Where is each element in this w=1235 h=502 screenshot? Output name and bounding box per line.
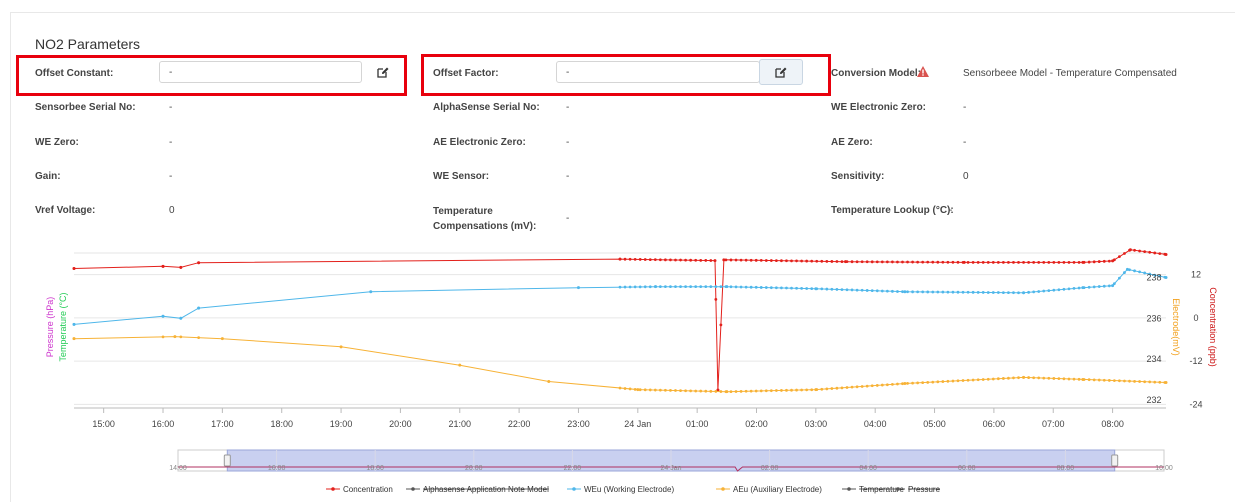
conversion-model-value: Sensorbeee Model - Temperature Compensat… xyxy=(963,68,1177,79)
ae-zero-value: - xyxy=(963,137,967,148)
temperature-lookup-value: - xyxy=(949,205,953,216)
highlight-offset-constant xyxy=(16,55,407,96)
alphasense-serial-value: - xyxy=(566,102,570,113)
sensorbee-serial-label: Sensorbee Serial No: xyxy=(35,102,136,113)
temperature-lookup-label: Temperature Lookup (°C): xyxy=(831,205,954,216)
offset-factor-label: Offset Factor: xyxy=(433,68,499,79)
no2-parameters-card xyxy=(10,12,1235,502)
sensitivity-value: 0 xyxy=(963,171,969,182)
offset-constant-input[interactable] xyxy=(159,61,362,83)
gain-label: Gain: xyxy=(35,171,61,182)
offset-constant-edit-button[interactable] xyxy=(372,61,394,83)
ae-electronic-zero-label: AE Electronic Zero: xyxy=(433,137,526,148)
we-electronic-zero-value: - xyxy=(963,102,967,113)
sensorbee-serial-value: - xyxy=(169,102,173,113)
ae-electronic-zero-value: - xyxy=(566,137,570,148)
temperature-compensations-label: Temperature Compensations (mV): xyxy=(433,206,537,232)
gain-value: - xyxy=(169,171,173,182)
offset-factor-input[interactable] xyxy=(556,61,760,83)
offset-constant-label: Offset Constant: xyxy=(35,68,114,79)
offset-factor-edit-button[interactable] xyxy=(759,59,803,85)
highlight-offset-factor xyxy=(421,54,831,96)
ae-zero-label: AE Zero: xyxy=(831,137,873,148)
conversion-model-label: Conversion Model: xyxy=(831,68,922,79)
panel-title: NO2 Parameters xyxy=(35,36,141,52)
sensitivity-label: Sensitivity: xyxy=(831,171,885,182)
edit-icon xyxy=(775,67,787,78)
we-zero-value: - xyxy=(169,137,173,148)
we-zero-label: WE Zero: xyxy=(35,137,79,148)
edit-icon xyxy=(377,67,389,78)
we-sensor-label: WE Sensor: xyxy=(433,171,490,182)
vref-voltage-value: 0 xyxy=(169,205,175,216)
vref-voltage-label: Vref Voltage: xyxy=(35,205,96,216)
warning-icon[interactable] xyxy=(917,66,929,77)
temperature-compensations-value: - xyxy=(566,213,570,224)
alphasense-serial-label: AlphaSense Serial No: xyxy=(433,102,540,113)
we-electronic-zero-label: WE Electronic Zero: xyxy=(831,102,927,113)
we-sensor-value: - xyxy=(566,171,570,182)
